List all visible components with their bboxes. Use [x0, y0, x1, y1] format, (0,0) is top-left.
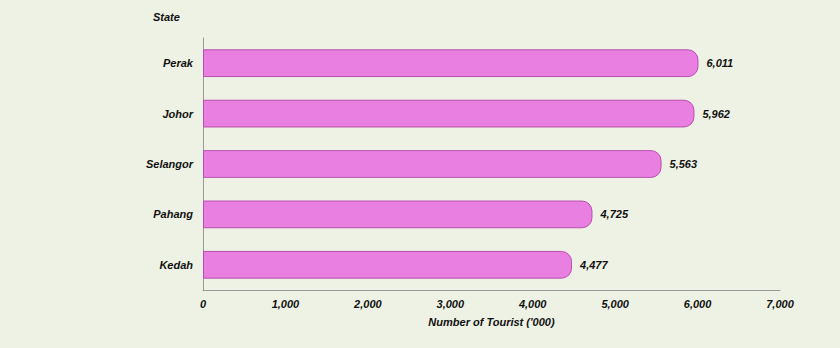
svg-text:4,725: 4,725	[599, 208, 628, 220]
svg-text:Perak: Perak	[163, 57, 194, 69]
svg-text:5,563: 5,563	[670, 158, 698, 170]
svg-text:Number of Tourist ('000): Number of Tourist ('000)	[428, 316, 555, 328]
svg-text:Pahang: Pahang	[153, 208, 193, 220]
svg-text:Kedah: Kedah	[159, 259, 193, 271]
svg-text:5,000: 5,000	[601, 298, 629, 310]
svg-text:5,962: 5,962	[702, 108, 730, 120]
svg-text:Selangor: Selangor	[146, 158, 194, 170]
svg-text:0: 0	[200, 298, 207, 310]
svg-text:6,011: 6,011	[706, 57, 733, 69]
svg-text:7,000: 7,000	[766, 298, 794, 310]
svg-text:3,000: 3,000	[437, 298, 465, 310]
svg-text:6,000: 6,000	[684, 298, 712, 310]
svg-text:4,000: 4,000	[518, 298, 547, 310]
svg-text:Johor: Johor	[162, 108, 193, 120]
svg-text:4,477: 4,477	[579, 259, 608, 271]
svg-text:State: State	[153, 11, 180, 23]
svg-text:1,000: 1,000	[272, 298, 300, 310]
svg-text:2,000: 2,000	[353, 298, 382, 310]
